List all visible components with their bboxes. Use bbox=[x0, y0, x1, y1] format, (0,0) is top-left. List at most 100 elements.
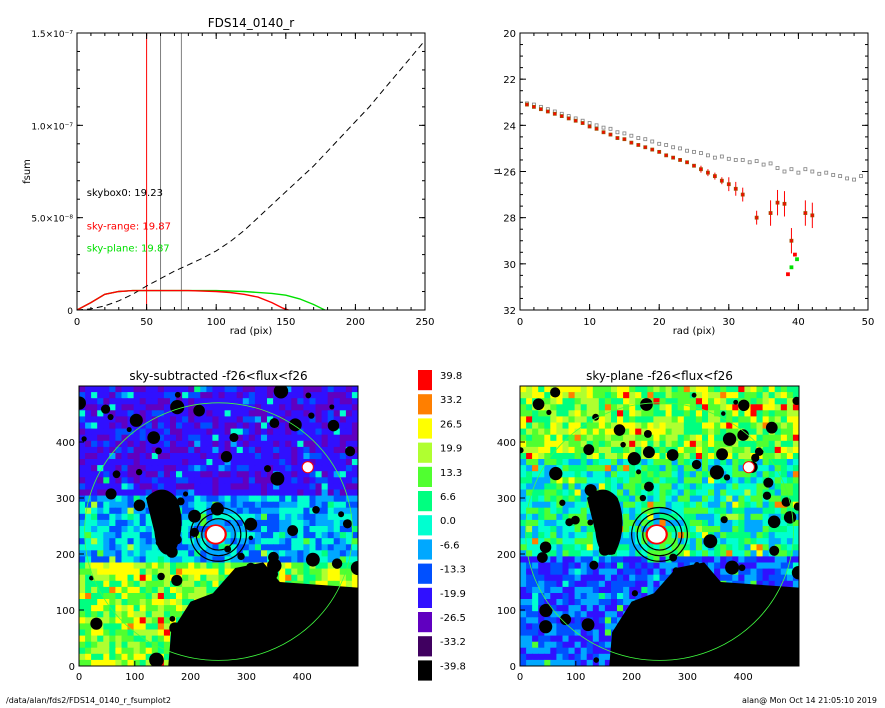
heatmap-pixel bbox=[151, 635, 159, 643]
heatmap-pixel bbox=[714, 489, 721, 497]
heatmap-pixel bbox=[635, 495, 642, 503]
heatmap-pixel bbox=[750, 495, 758, 503]
heatmap-pixel bbox=[538, 459, 545, 466]
heatmap-pixel bbox=[170, 422, 177, 430]
heatmap-pixel bbox=[744, 568, 752, 576]
heatmap-pixel bbox=[139, 538, 147, 545]
heatmap-pixel bbox=[659, 459, 667, 466]
heatmap-pixel bbox=[792, 532, 799, 539]
heatmap-pixel bbox=[635, 544, 642, 551]
heatmap-pixel bbox=[218, 465, 226, 472]
heatmap-pixel bbox=[261, 532, 268, 539]
heatmap-pixel bbox=[103, 507, 110, 515]
heatmap-pixel bbox=[756, 513, 764, 521]
heatmap-star-mask bbox=[751, 453, 760, 462]
heatmap-pixel bbox=[538, 653, 545, 661]
heatmap-pixel bbox=[133, 477, 141, 484]
heatmap-pixel bbox=[194, 386, 201, 393]
heatmap-pixel bbox=[345, 483, 353, 491]
heatmap-pixel bbox=[285, 562, 292, 570]
heatmap-pixel bbox=[127, 544, 135, 551]
heatmap-pixel bbox=[157, 562, 165, 570]
heatmap-pixel bbox=[285, 471, 292, 478]
heatmap-pixel bbox=[550, 519, 557, 527]
heatmap-pixel bbox=[182, 544, 189, 551]
heatmap-pixel bbox=[647, 507, 655, 515]
heatmap-pixel bbox=[562, 507, 570, 515]
heatmap-pixel bbox=[261, 453, 268, 460]
heatmap-pixel bbox=[176, 465, 183, 472]
heatmap-pixel bbox=[659, 550, 667, 557]
heatmap-pixel bbox=[526, 471, 533, 478]
heatmap-pixel bbox=[103, 416, 110, 424]
heatmap-pixel bbox=[97, 574, 104, 582]
heatmap-pixel bbox=[592, 611, 600, 618]
heatmap-pixel bbox=[157, 483, 165, 491]
heatmap-pixel bbox=[321, 544, 329, 551]
heatmap-pixel bbox=[303, 507, 311, 515]
heatmap-pixel bbox=[556, 507, 564, 515]
heatmap-pixel bbox=[756, 562, 764, 570]
heatmap-pixel bbox=[321, 453, 329, 460]
heatmap-pixel bbox=[273, 446, 280, 454]
heatmap-pixel bbox=[738, 532, 745, 539]
heatmap-pixel bbox=[732, 386, 739, 393]
heatmap-pixel bbox=[218, 477, 226, 484]
chart2-point bbox=[838, 174, 843, 179]
heatmap-pixel bbox=[115, 538, 123, 545]
heatmap-pixel bbox=[550, 611, 557, 618]
heatmap-pixel bbox=[206, 483, 214, 491]
heatmap-pixel bbox=[333, 507, 341, 515]
heatmap-pixel bbox=[629, 556, 636, 564]
heatmap-pixel bbox=[659, 501, 667, 509]
heatmap-pixel bbox=[750, 538, 758, 545]
heatmap-pixel bbox=[520, 593, 527, 600]
heatmap-pixel bbox=[285, 556, 292, 564]
heatmap-pixel bbox=[768, 489, 776, 497]
heatmap-pixel bbox=[188, 562, 195, 570]
heatmap-pixel bbox=[91, 483, 98, 491]
heatmap-pixel bbox=[738, 477, 745, 484]
heatmap-pixel bbox=[103, 617, 110, 624]
heatmap-pixel bbox=[520, 416, 527, 424]
heatmap-pixel bbox=[109, 483, 116, 491]
heatmap-pixel bbox=[139, 507, 147, 515]
heatmap-pixel bbox=[261, 422, 268, 430]
heatmap-pixel bbox=[79, 416, 86, 424]
heatmap-pixel bbox=[726, 532, 733, 539]
heatmap-pixel bbox=[738, 386, 745, 393]
heatmap-pixel bbox=[224, 422, 232, 430]
heatmap-pixel bbox=[103, 440, 110, 448]
heatmap-pixel bbox=[188, 544, 195, 551]
heatmap-pixel bbox=[580, 513, 588, 521]
heatmap-pixel bbox=[212, 446, 220, 454]
heatmap-pixel bbox=[586, 599, 594, 606]
heatmap-pixel bbox=[786, 568, 794, 576]
heatmap-pixel bbox=[653, 446, 661, 454]
heatmap-pixel bbox=[236, 416, 244, 424]
heatmap-pixel bbox=[345, 568, 353, 576]
heatmap-pixel bbox=[103, 629, 110, 637]
heatmap-pixel bbox=[85, 647, 92, 655]
heatmap-pixel bbox=[297, 568, 304, 576]
heatmap-pixel bbox=[762, 562, 770, 570]
heatmap-pixel bbox=[641, 386, 648, 393]
heatmap-pixel bbox=[744, 550, 752, 557]
heatmap-pixel bbox=[611, 574, 618, 582]
heatmap-pixel bbox=[532, 459, 539, 466]
heatmap-pixel bbox=[598, 635, 606, 643]
heatmap-pixel bbox=[194, 477, 201, 484]
heatmap-pixel bbox=[580, 605, 588, 612]
heatmap-pixel bbox=[562, 659, 570, 666]
heatmap-pixel bbox=[279, 434, 286, 442]
heatmap-pixel bbox=[151, 471, 159, 478]
heatmap-pixel bbox=[580, 507, 588, 515]
heatmap-pixel bbox=[79, 641, 86, 649]
chart2-xlabel: rad (pix) bbox=[673, 326, 716, 337]
heatmap-pixel bbox=[629, 398, 636, 405]
heatmap-pixel bbox=[641, 465, 648, 472]
heatmap-pixel bbox=[768, 574, 776, 582]
heatmap-pixel bbox=[85, 495, 92, 503]
heatmap-pixel bbox=[194, 471, 201, 478]
heatmap-pixel bbox=[285, 446, 292, 454]
